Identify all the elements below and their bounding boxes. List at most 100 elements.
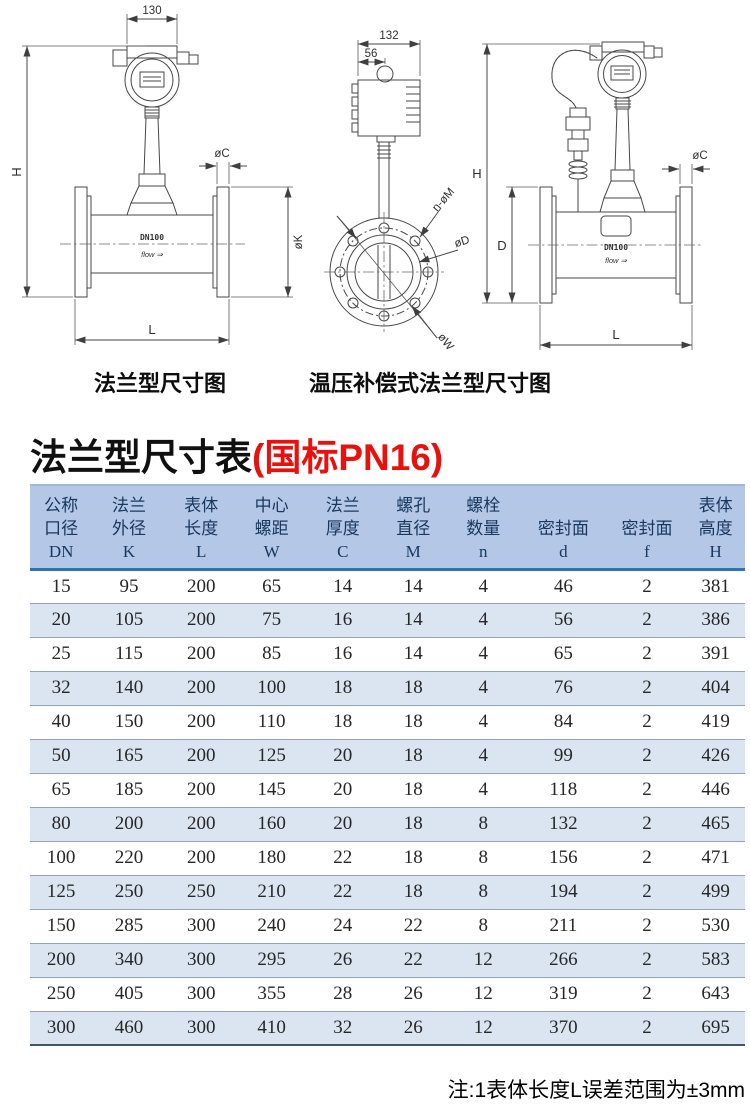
table-cell: 150 [92, 704, 166, 739]
table-cell: 211 [519, 908, 608, 943]
table-cell: 2 [607, 1010, 687, 1045]
table-row: 65 185 200 145 20 18 4 118 2 446 [30, 772, 745, 807]
table-cell: 200 [165, 840, 237, 875]
table-cell: 2 [607, 704, 687, 739]
table-cell: 4 [447, 772, 520, 807]
column-header-M: 螺孔 直径 M [396, 495, 431, 561]
table-cell: 240 [236, 908, 307, 943]
flange-type-drawing: 130 [9, 5, 305, 345]
table-cell: 300 [165, 908, 237, 943]
table-cell: 319 [519, 976, 608, 1011]
table-cell: 4 [447, 704, 520, 739]
table-cell: 285 [92, 908, 166, 943]
table-cell: 14 [378, 602, 448, 637]
dim-label-130: 130 [142, 5, 161, 17]
table-cell: 200 [165, 806, 237, 841]
table-row: 200 340 300 295 26 22 12 266 2 583 [30, 942, 745, 977]
table-cell: 20 [306, 806, 379, 841]
table-cell: 4 [447, 636, 520, 671]
table-cell: 20 [30, 602, 93, 637]
table-cell: 2 [607, 976, 687, 1011]
table-cell: 18 [378, 840, 448, 875]
table-title-main: 法兰型尺寸表 [30, 437, 252, 478]
temperature-probe-assembly [551, 49, 598, 212]
table-cell: 80 [30, 806, 93, 841]
table-cell: 65 [262, 575, 282, 597]
table-cell: 200 [165, 636, 237, 671]
column-header-W: 中心 螺距 W [254, 495, 289, 561]
table-row: 80 200 200 160 20 18 8 132 2 465 [30, 806, 745, 841]
table-cell: 180 [236, 840, 307, 875]
meter-neck-2 [599, 97, 646, 213]
table-cell: 4 [478, 575, 489, 597]
table-cell: 18 [378, 772, 448, 807]
table-cell: 210 [236, 874, 307, 909]
table-cell: 22 [306, 840, 379, 875]
table-cell: 695 [686, 1010, 745, 1045]
table-cell: 125 [236, 738, 307, 773]
table-cell: 200 [165, 602, 237, 637]
dim-label-132: 132 [379, 30, 398, 42]
table-body: 15 95 200 65 14 14 4 46 2 381 20 105 200 75 16 14 4 56 2 38… [30, 569, 745, 1045]
table-cell: 370 [519, 1010, 608, 1045]
table-cell: 99 [519, 738, 608, 773]
table-cell: 2 [607, 636, 687, 671]
table-cell: 419 [686, 704, 745, 739]
table-cell: 300 [30, 1010, 93, 1045]
table-cell: 15 [51, 575, 71, 597]
table-cell: 220 [92, 840, 166, 875]
table-head: 公称 口径 DN 法兰 外径 K 表体 长度 L 中心 螺距 W 法兰 厚度 C 螺孔 直径 M 螺栓 数量 n 密封面 d… [30, 485, 745, 569]
table-cell: 2 [607, 738, 687, 773]
column-header-H: 表体 高度 H [698, 495, 733, 561]
dimension-table: 公称 口径 DN 法兰 外径 K 表体 长度 L 中心 螺距 W 法兰 厚度 C 螺孔 直径 M 螺栓 数量 n 密封面 d… [30, 484, 745, 1046]
table-cell: 18 [378, 704, 448, 739]
footnote: 注:1表体长度L误差范围为±3mm [447, 1079, 745, 1102]
table-row: 100 220 200 180 22 18 8 156 2 471 [30, 840, 745, 875]
table-cell: 250 [92, 874, 166, 909]
table-cell: 2 [642, 575, 652, 597]
table-cell: 32 [306, 1010, 379, 1045]
table-cell: 405 [92, 976, 166, 1011]
table-cell: 12 [447, 976, 520, 1011]
table-cell: 266 [519, 942, 608, 977]
table-cell: 404 [686, 670, 745, 705]
table-cell: 386 [686, 602, 745, 637]
table-cell: 643 [686, 976, 745, 1011]
table-cell: 125 [30, 874, 93, 909]
table-cell: 12 [447, 942, 520, 977]
table-cell: 583 [686, 942, 745, 977]
table-title-standard: (国标PN16) [252, 437, 444, 478]
table-cell: 8 [447, 840, 520, 875]
table-cell: 200 [165, 670, 237, 705]
table-cell: 300 [165, 1010, 237, 1045]
table-cell: 22 [378, 908, 448, 943]
technical-drawings: 130 [9, 5, 710, 353]
table-cell: 18 [378, 738, 448, 773]
table-cell: 200 [186, 575, 216, 597]
table-cell: 530 [686, 908, 745, 943]
table-cell: 295 [236, 942, 307, 977]
table-cell: 75 [236, 602, 307, 637]
table-cell: 32 [30, 670, 93, 705]
table-cell: 24 [306, 908, 379, 943]
table-cell: 426 [686, 738, 745, 773]
table-row: 25 115 200 85 16 14 4 65 2 391 [30, 636, 745, 671]
table-row: 300 460 300 410 32 26 12 370 2 695 [30, 1010, 745, 1045]
table-cell: 28 [306, 976, 379, 1011]
body-label-dn-2: DN100 [604, 243, 628, 252]
table-cell: 200 [165, 704, 237, 739]
table-cell: 14 [378, 636, 448, 671]
table-cell: 465 [686, 806, 745, 841]
column-header-f: 密封面 f [621, 518, 673, 561]
table-cell: 300 [165, 942, 237, 977]
caption-flange-type: 法兰型尺寸图 [93, 371, 226, 396]
housing-side-view [351, 65, 421, 219]
table-cell: 194 [519, 874, 608, 909]
compensated-type-drawing: H D DN100 flow ⇒ [472, 41, 710, 350]
table-cell: 381 [701, 575, 730, 597]
table-cell: 14 [333, 575, 353, 597]
table-cell: 20 [306, 772, 379, 807]
table-cell: 150 [30, 908, 93, 943]
column-header-L: 表体 长度 L [184, 495, 219, 561]
table-cell: 56 [519, 602, 608, 637]
